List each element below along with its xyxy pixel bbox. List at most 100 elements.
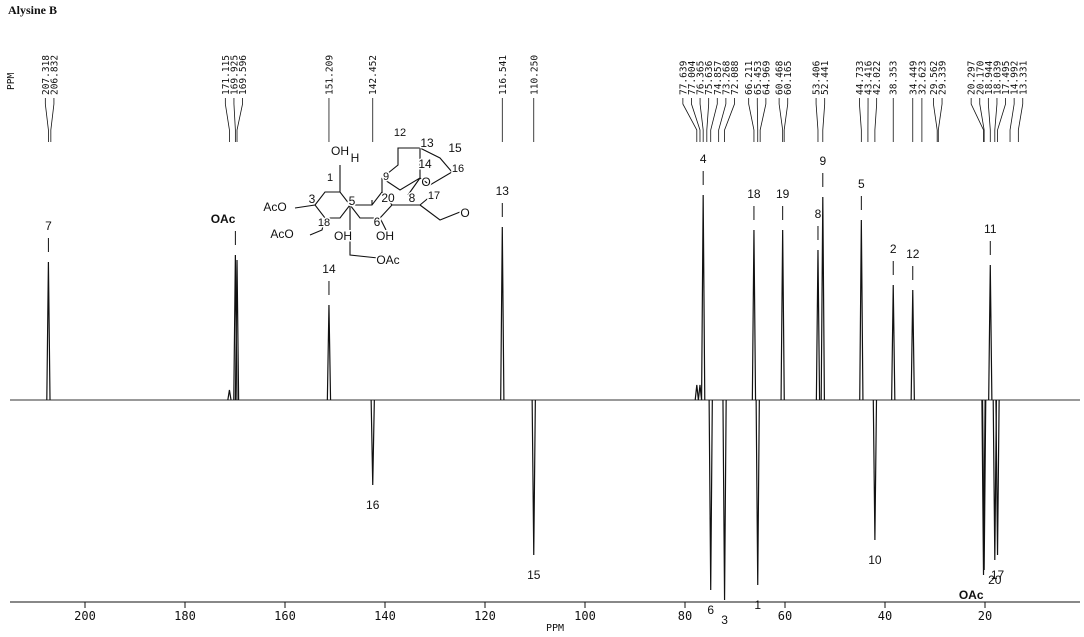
peak [755,399,760,586]
shift-leader [970,98,984,142]
atom-label: 13 [420,136,434,150]
shift-leader [937,98,943,142]
shift-label: 53.406 [812,60,823,95]
shift-label: 65.453 [753,61,764,95]
atom-label: 12 [394,127,406,139]
peak-label: OAc [959,588,984,602]
peak [751,229,757,401]
peak [370,399,375,486]
atom-label: OAc [376,253,399,267]
peak-label: 17 [991,568,1005,582]
peak [981,399,986,576]
peak [891,284,896,401]
x-tick-label: 180 [174,609,196,623]
peak-label: 8 [815,207,822,221]
peak [500,226,505,401]
peak-label: 10 [868,553,882,567]
shift-label: 151.209 [324,55,335,95]
x-tick-label: 40 [878,609,892,623]
peak-label: 16 [366,498,380,512]
shift-label: 171.115 [221,55,232,95]
x-axis-label: PPM [546,623,564,634]
atom-label: O [421,175,430,189]
peak [700,194,706,401]
peak [234,259,240,401]
shift-leader [997,98,1006,142]
atom-label: 5 [349,194,356,208]
peak [872,399,878,541]
shift-leader [699,98,704,142]
peak-label: 5 [858,177,865,191]
shift-leader [987,98,991,142]
peak [722,399,727,601]
shift-label: 66.211 [744,60,755,95]
shift-label: 110.250 [529,55,540,95]
shift-leader [979,98,985,142]
shift-label: 75.636 [704,60,715,95]
shift-label: 206.832 [49,55,60,95]
shift-label: 77.004 [687,60,698,95]
peak [531,399,536,556]
shift-leader [994,98,998,142]
peak-label: 6 [707,603,714,617]
shift-leader [933,98,938,142]
shift-label: 18.944 [984,60,995,95]
peak-label: 18 [747,187,761,201]
shift-leader [748,98,755,142]
shift-leader [682,98,698,142]
atom-label: OH [331,144,349,158]
peak [227,389,232,401]
x-tick-label: 60 [778,609,792,623]
shift-label: 20.170 [975,60,986,95]
atom-label: 3 [309,192,316,206]
shift-label: 34.449 [908,60,919,95]
atom-label: 15 [448,141,462,155]
x-tick-label: 80 [678,609,692,623]
peak [859,219,864,401]
atom-label: 6 [374,215,381,229]
shift-label: 17.495 [1001,61,1012,95]
shift-label: 20.297 [967,61,978,95]
shift-label: 29.562 [929,61,940,95]
atom-label: 18 [318,217,330,229]
peak-label: 12 [906,247,920,261]
peak [820,196,825,401]
shift-leader [822,98,826,142]
shift-leader [759,98,767,142]
peak [694,384,700,401]
shift-leader [778,98,784,142]
peak-label: 3 [721,613,728,627]
shift-leader [1017,98,1024,142]
shift-header: PPM [6,73,17,90]
shift-label: 14.992 [1010,61,1021,95]
shift-label: 52.441 [820,60,831,95]
peak [815,249,821,401]
shift-leader [815,98,819,142]
shift-leader [233,98,236,142]
shift-label: 207.318 [41,55,52,95]
shift-leader [50,98,55,142]
shift-leader [718,98,727,142]
bonds [294,147,461,259]
peak-label: 15 [527,568,541,582]
peak [981,399,987,571]
x-tick-label: 20 [978,609,992,623]
atom-label: 8 [409,191,416,205]
atom-label: 20 [381,191,395,205]
atom-label: 1 [327,172,333,184]
peak-label: 19 [776,187,790,201]
atom-label: 16 [452,163,464,175]
peak-label: 11 [984,222,997,236]
peak-label: 2 [890,242,897,256]
peak-label: 13 [496,184,510,198]
x-tick-label: 100 [574,609,596,623]
shift-label: 76.365 [696,61,707,95]
peak-label: 1 [754,598,761,612]
atom-label: OH [334,229,352,243]
peak-label: OAc [211,212,236,226]
shift-label: 60.468 [775,60,786,95]
atom-label: O [460,206,469,220]
shift-leader [783,98,789,142]
